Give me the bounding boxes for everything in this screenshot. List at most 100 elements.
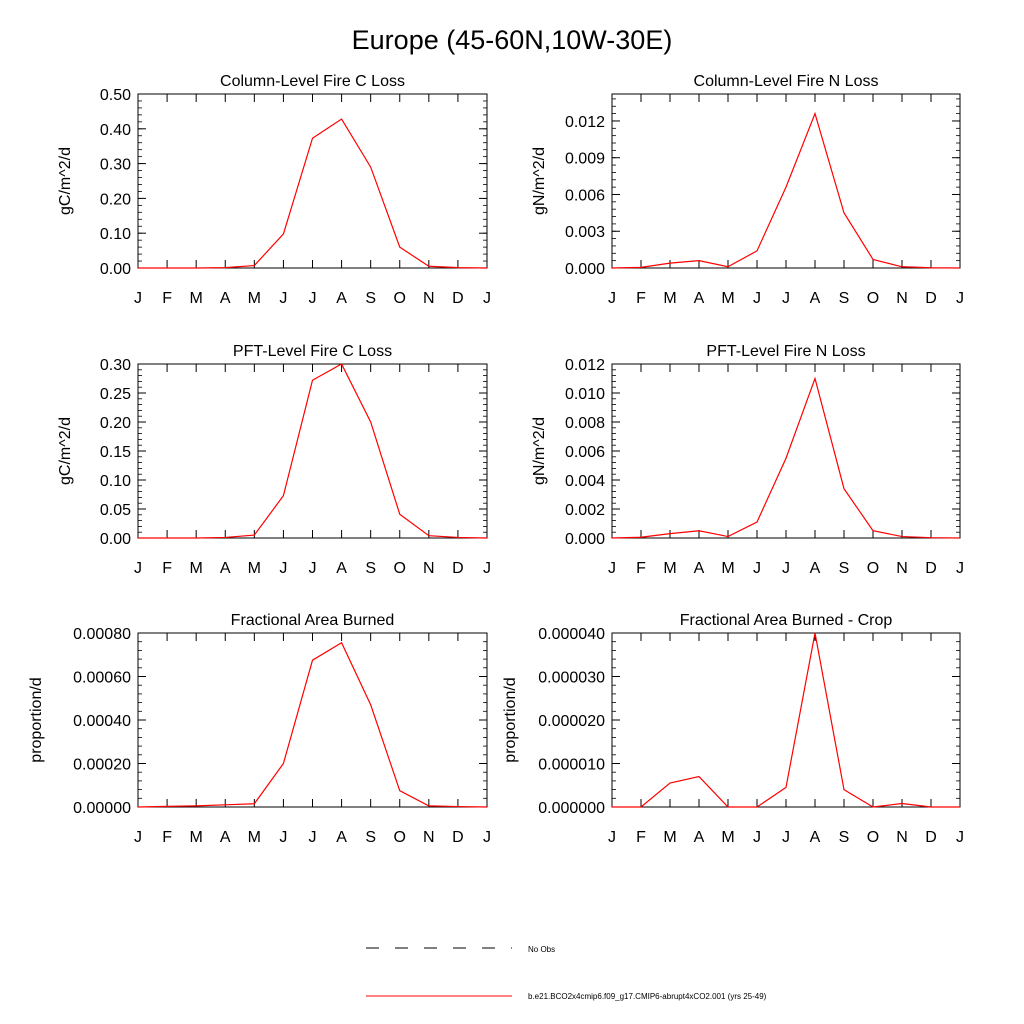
y-tick-label: 0.15: [100, 444, 131, 461]
y-tick-label: 0.30: [100, 357, 131, 374]
y-tick-label: 0.10: [100, 473, 131, 490]
x-tick-label: J: [279, 829, 287, 846]
y-tick-label: 0.000020: [538, 713, 605, 730]
x-tick-label: N: [423, 560, 435, 577]
x-tick-label: J: [309, 829, 317, 846]
x-tick-label: A: [336, 290, 347, 307]
x-tick-label: J: [483, 290, 491, 307]
x-tick-label: N: [896, 290, 908, 307]
y-tick-label: 0.009: [565, 151, 605, 168]
x-tick-label: J: [956, 560, 964, 577]
x-tick-label: J: [309, 560, 317, 577]
y-tick-label: 0.10: [100, 226, 131, 243]
chart-title: Fractional Area Burned: [231, 612, 395, 629]
x-tick-label: D: [452, 829, 464, 846]
x-tick-label: J: [753, 829, 761, 846]
x-tick-label: J: [956, 290, 964, 307]
plot-frame: [137, 632, 488, 808]
x-tick-label: D: [925, 290, 937, 307]
x-tick-label: J: [608, 560, 616, 577]
x-tick-label: O: [867, 290, 879, 307]
x-tick-label: M: [721, 829, 734, 846]
series-line: [611, 111, 961, 269]
x-tick-label: S: [365, 560, 376, 577]
y-tick-label: 0.05: [100, 502, 131, 519]
x-tick-label: A: [694, 290, 705, 307]
legend-obs-label: No Obs: [528, 945, 555, 954]
x-tick-label: J: [782, 560, 790, 577]
x-tick-label: F: [636, 290, 646, 307]
page-title: Europe (45-60N,10W-30E): [352, 25, 673, 55]
series-line: [612, 632, 960, 808]
chart-title: Fractional Area Burned - Crop: [680, 612, 893, 629]
x-tick-label: J: [782, 829, 790, 846]
y-axis-label: proportion/d: [28, 677, 45, 762]
y-tick-label: 0.20: [100, 191, 131, 208]
x-tick-label: M: [248, 290, 261, 307]
plot-frame: [137, 93, 488, 269]
y-tick-label: 0.20: [100, 415, 131, 432]
x-tick-label: M: [663, 829, 676, 846]
x-tick-label: J: [782, 290, 790, 307]
x-tick-label: A: [694, 560, 705, 577]
y-tick-label: 0.000: [565, 261, 605, 278]
x-tick-label: J: [753, 290, 761, 307]
y-tick-label: 0.00020: [73, 757, 131, 774]
x-tick-label: J: [608, 290, 616, 307]
x-tick-label: S: [839, 829, 850, 846]
x-tick-label: J: [309, 290, 317, 307]
y-tick-label: 0.50: [100, 87, 131, 104]
x-tick-label: J: [483, 829, 491, 846]
y-tick-label: 0.40: [100, 122, 131, 139]
y-tick-label: 0.000040: [538, 626, 605, 643]
x-tick-label: O: [867, 829, 879, 846]
x-tick-label: J: [956, 829, 964, 846]
x-tick-label: N: [423, 829, 435, 846]
x-tick-label: J: [279, 290, 287, 307]
y-tick-label: 0.002: [565, 502, 605, 519]
x-tick-label: J: [753, 560, 761, 577]
y-tick-label: 0.00080: [73, 626, 131, 643]
x-tick-label: M: [721, 560, 734, 577]
x-tick-label: F: [636, 829, 646, 846]
chart-panel-6: Fractional Area Burned - Crop proportion/…: [502, 612, 964, 846]
x-tick-label: N: [896, 829, 908, 846]
x-tick-label: S: [365, 829, 376, 846]
y-tick-label: 0.012: [565, 114, 605, 131]
y-tick-label: 0.006: [565, 444, 605, 461]
y-tick-label: 0.008: [565, 415, 605, 432]
y-axis-label: gC/m^2/d: [57, 417, 74, 485]
x-tick-label: O: [394, 560, 406, 577]
x-tick-label: J: [134, 290, 142, 307]
x-tick-label: D: [452, 560, 464, 577]
chart-title: PFT-Level Fire N Loss: [706, 343, 865, 360]
x-tick-label: A: [220, 290, 231, 307]
y-tick-label: 0.00040: [73, 713, 131, 730]
x-tick-label: O: [394, 290, 406, 307]
x-tick-label: M: [663, 290, 676, 307]
y-tick-label: 0.000: [565, 531, 605, 548]
y-tick-label: 0.00: [100, 531, 131, 548]
x-tick-label: A: [220, 829, 231, 846]
x-tick-label: A: [694, 829, 705, 846]
y-tick-label: 0.00000: [73, 800, 131, 817]
legend: No Obs b.e21.BCO2x4cmip6.f09_g17.CMIP6-a…: [366, 945, 767, 1001]
x-tick-label: M: [721, 290, 734, 307]
x-tick-label: D: [925, 560, 937, 577]
y-axis-label: proportion/d: [502, 677, 519, 762]
x-tick-label: S: [365, 290, 376, 307]
x-tick-label: F: [162, 560, 172, 577]
y-axis-label: gN/m^2/d: [531, 147, 548, 215]
x-tick-label: J: [483, 560, 491, 577]
y-tick-label: 0.006: [565, 187, 605, 204]
x-tick-label: O: [867, 560, 879, 577]
y-tick-label: 0.000010: [538, 757, 605, 774]
x-tick-label: J: [279, 560, 287, 577]
x-tick-label: M: [663, 560, 676, 577]
